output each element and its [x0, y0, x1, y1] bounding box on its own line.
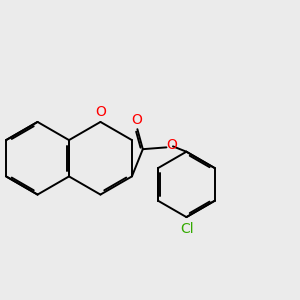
Text: O: O: [167, 138, 177, 152]
Text: O: O: [131, 112, 142, 127]
Text: O: O: [95, 105, 106, 119]
Text: Cl: Cl: [180, 222, 194, 236]
